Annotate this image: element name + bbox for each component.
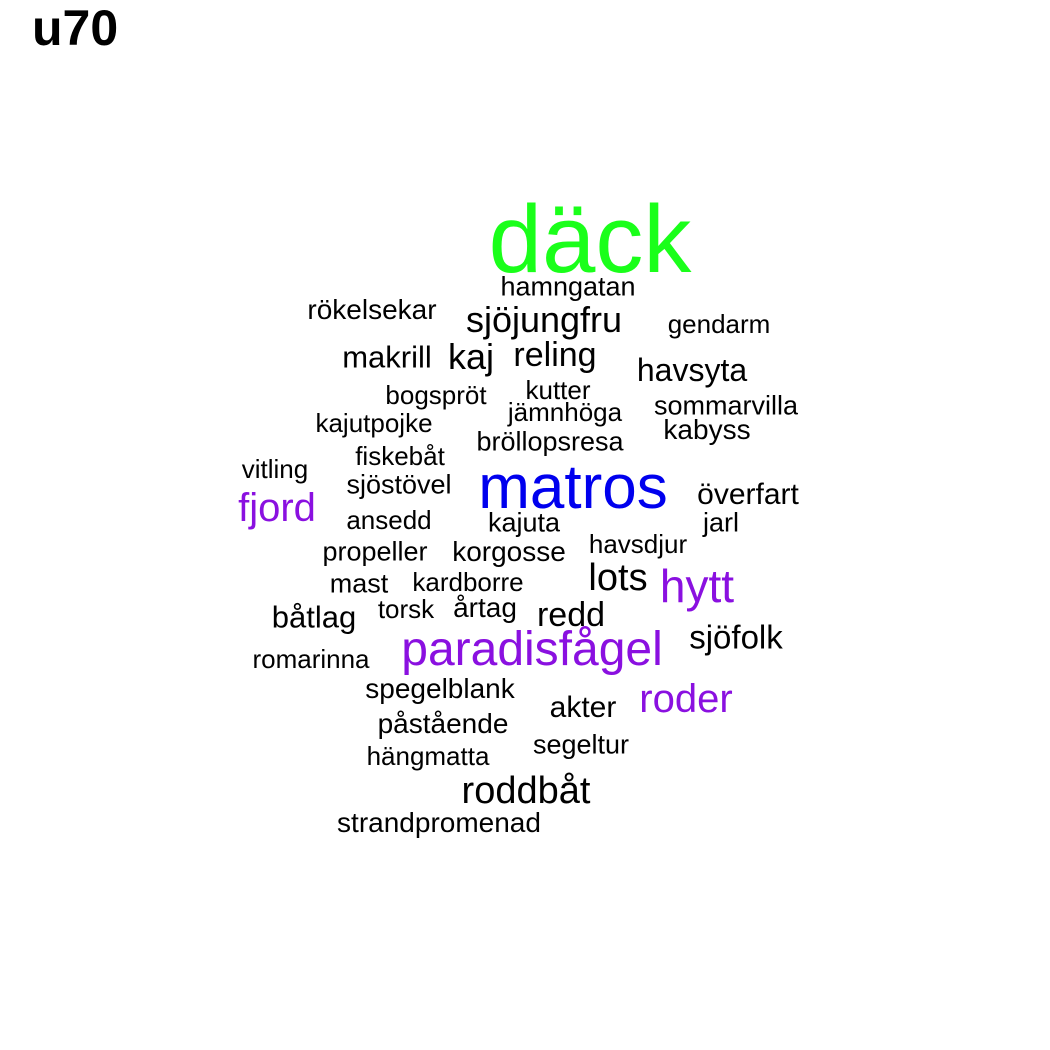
cloud-word-overfart: överfart: [697, 478, 799, 511]
cloud-word-segeltur: segeltur: [532, 729, 630, 760]
cloud-word-makrill: makrill: [342, 339, 432, 375]
cloud-word-havsdjur: havsdjur: [588, 529, 688, 559]
cloud-word-kardborre: kardborre: [412, 567, 524, 597]
cloud-word-rokelsekar: rökelsekar: [307, 294, 437, 325]
cloud-word-roder: roder: [639, 677, 733, 721]
cloud-word-propeller: propeller: [322, 536, 428, 567]
cloud-word-kajutpojke: kajutpojke: [315, 408, 433, 438]
cloud-word-strandpromenad: strandpromenad: [337, 807, 541, 838]
cloud-word-sommarvilla: sommarvilla: [653, 390, 799, 421]
cloud-word-kaj: kaj: [447, 336, 495, 377]
cloud-word-pastaende: påstående: [377, 708, 509, 739]
cloud-word-kajuta: kajuta: [487, 507, 561, 538]
cloud-word-korgosse: korgosse: [452, 536, 566, 567]
cloud-word-hangmatta: hängmatta: [366, 741, 490, 771]
cloud-word-torsk: torsk: [377, 594, 435, 624]
cloud-word-lots: lots: [588, 557, 648, 599]
cloud-word-fiskebat: fiskebåt: [355, 441, 445, 471]
cloud-word-brollopsresa: bröllopsresa: [476, 426, 624, 457]
cloud-word-romarinna: romarinna: [252, 644, 370, 674]
cloud-word-havsyta: havsyta: [636, 352, 748, 388]
cloud-word-sjojungfru: sjöjungfru: [465, 299, 623, 340]
cloud-word-dack: däck: [488, 186, 692, 293]
cloud-word-reling: reling: [513, 336, 597, 374]
cloud-word-spegelblank: spegelblank: [365, 673, 515, 704]
cloud-word-roddbat: roddbåt: [461, 770, 591, 812]
cloud-word-hamngatan: hamngatan: [500, 271, 636, 302]
cloud-word-kutter: kutter: [525, 375, 591, 405]
cloud-word-akter: akter: [549, 691, 617, 724]
cloud-word-fjord: fjord: [238, 486, 316, 530]
cloud-word-gendarm: gendarm: [667, 309, 771, 339]
cloud-word-batlag: båtlag: [271, 599, 357, 635]
cloud-word-paradisfagel: paradisfågel: [401, 623, 663, 676]
cloud-word-vitling: vitling: [241, 454, 309, 484]
cloud-word-sjostovel: sjöstövel: [346, 469, 452, 500]
cloud-word-artag: årtag: [453, 592, 517, 623]
cloud-word-jarl: jarl: [702, 507, 740, 538]
cloud-word-hytt: hytt: [659, 560, 735, 612]
cloud-word-matros: matros: [478, 453, 668, 522]
cloud-word-kabyss: kabyss: [663, 414, 751, 445]
cloud-word-ansedd: ansedd: [346, 505, 432, 535]
cloud-word-sjofolk: sjöfolk: [689, 618, 783, 656]
cloud-word-redd: redd: [536, 596, 606, 634]
cloud-word-bogsprot: bogspröt: [385, 380, 487, 410]
cloud-word-jamnhoga: jämnhöga: [507, 397, 623, 427]
page-title: u70: [32, 0, 119, 56]
cloud-word-mast: mast: [329, 568, 389, 599]
